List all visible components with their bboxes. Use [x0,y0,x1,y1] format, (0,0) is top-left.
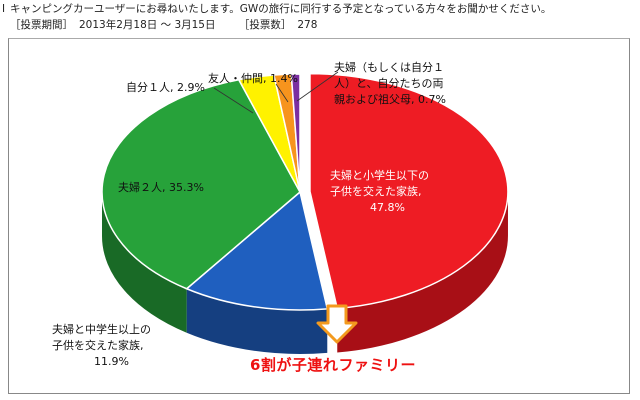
label-parents-line2: 人）と、自分たちの両 [334,77,444,90]
header-marker: I [2,3,6,15]
pie-side-2 [102,192,187,333]
label-kids-big-line2: 子供を交えた家族, [52,339,144,352]
label-parents-line3: 親および祖父母, 0.7% [334,93,446,106]
survey-question: キャンピングカーユーザーにお尋ねいたします。GWの旅行に同行する予定となっている… [10,3,552,15]
pie-slice-2 [101,78,301,290]
count-label: ［投票数］ [238,19,292,31]
pie-side-0 [337,191,508,353]
label-kids-small: 夫婦と小学生以下の 子供を交えた家族, 47.8% [330,168,429,216]
label-kids-big: 夫婦と中学生以上の 子供を交えた家族, 11.9% [52,322,151,370]
label-kids-big-line3: 11.9% [94,355,129,368]
label-friends: 友人・仲間, 1.4% [208,72,298,85]
leader-line-3 [213,87,254,114]
count-value: 278 [297,19,318,31]
pie-slice-5 [290,73,301,193]
pie-slice-0 [309,72,509,310]
label-alone: 自分１人, 2.9% [126,81,205,94]
label-parents-line1: 夫婦（もしくは自分１ [334,61,444,74]
annotation-arrow-icon [316,304,358,344]
label-kids-small-line3: 47.8% [370,201,405,214]
survey-meta: ［投票期間］ 2013年2月18日 〜 3月15日 ［投票数］ 278 [10,18,323,33]
pie-slice-1 [185,190,329,311]
label-parents: 夫婦（もしくは自分１ 人）と、自分たちの両 親および祖父母, 0.7% [334,60,446,108]
pie-side-1 [186,288,328,354]
leader-line-5 [296,71,339,102]
leader-line-4 [275,83,289,103]
period-label: ［投票期間］ [10,19,73,31]
period-value: 2013年2月18日 〜 3月15日 [79,19,216,31]
label-kids-big-line1: 夫婦と中学生以上の [52,323,151,336]
label-kids-small-line1: 夫婦と小学生以下の [330,169,429,182]
annotation-text: 6割が子連れファミリー [250,356,416,374]
label-couple: 夫婦２人, 35.3% [118,181,204,194]
label-kids-small-line2: 子供を交えた家族, [330,185,422,198]
